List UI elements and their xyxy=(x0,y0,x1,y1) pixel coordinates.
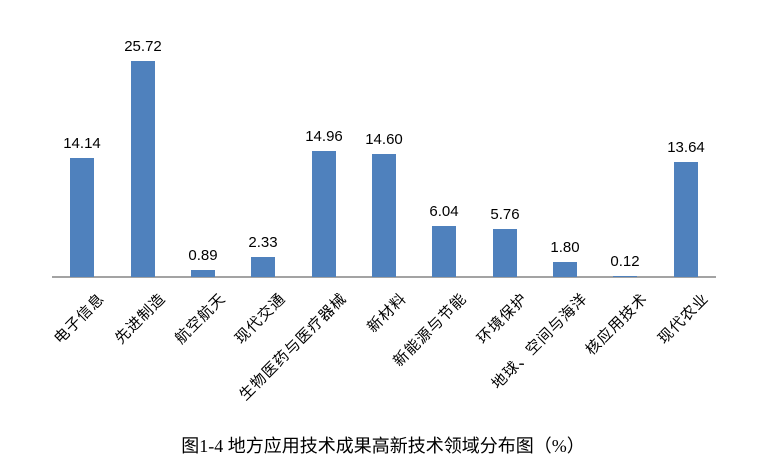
bar-value-label: 25.72 xyxy=(124,38,162,55)
bar-value-label: 6.04 xyxy=(429,203,459,220)
x-axis-category-label: 环境保护 xyxy=(474,290,532,348)
x-axis-category-label: 新材料 xyxy=(364,290,411,337)
bar-value-label: 0.89 xyxy=(188,247,218,264)
bar-value-label: 2.33 xyxy=(248,234,278,251)
bar xyxy=(372,154,396,277)
bar xyxy=(553,262,577,277)
bar xyxy=(432,226,456,277)
bar-value-label: 14.60 xyxy=(365,131,403,148)
bar xyxy=(131,61,155,277)
bar-value-label: 14.96 xyxy=(305,128,343,145)
bar xyxy=(613,276,637,277)
bar xyxy=(674,162,698,277)
bar xyxy=(70,158,94,277)
bar-value-label: 13.64 xyxy=(667,139,705,156)
bar xyxy=(312,151,336,277)
x-axis-category-label: 生物医药与医疗器械 xyxy=(236,290,351,404)
bar-value-label: 5.76 xyxy=(490,206,520,223)
bar-value-label: 0.12 xyxy=(610,253,640,270)
bar xyxy=(191,270,215,277)
bar xyxy=(251,257,275,277)
x-axis-category-label: 核应用技术 xyxy=(583,290,652,359)
bar xyxy=(493,229,517,277)
x-axis-category-label: 电子信息 xyxy=(51,290,109,348)
figure-caption: 图1-4 地方应用技术成果高新技术领域分布图（%） xyxy=(181,436,585,456)
x-axis-line xyxy=(52,276,716,278)
x-axis-category-label: 先进制造 xyxy=(112,290,170,348)
x-axis-category-label: 航空航天 xyxy=(172,290,230,348)
bar-value-label: 14.14 xyxy=(63,135,101,152)
x-axis-category-label: 现代农业 xyxy=(655,290,713,348)
bar-value-label: 1.80 xyxy=(550,239,580,256)
x-axis-category-label: 现代交通 xyxy=(232,290,290,348)
